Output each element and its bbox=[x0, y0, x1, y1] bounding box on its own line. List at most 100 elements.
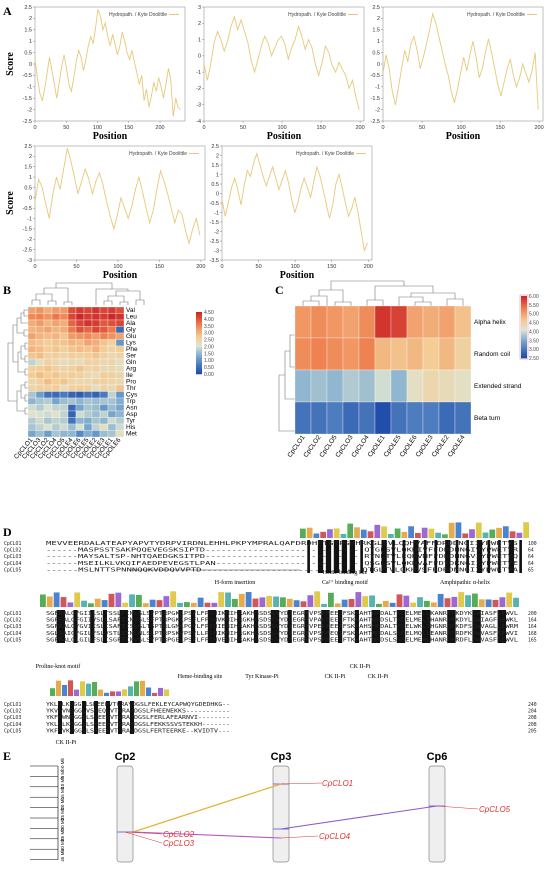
y-tick-label: 1 bbox=[198, 37, 201, 43]
heatmap-cell bbox=[27, 313, 37, 321]
legend-gradient-step bbox=[196, 340, 202, 344]
conserved-column bbox=[304, 610, 309, 643]
heatmap-cell bbox=[59, 391, 69, 399]
annotation-ck-4: CK II-Pi bbox=[56, 740, 77, 746]
logo-letter bbox=[245, 592, 252, 607]
y-tick-label: -1 bbox=[196, 70, 201, 76]
heatmap-cell bbox=[43, 404, 53, 412]
x-tick-label: 150 bbox=[495, 125, 504, 131]
heatmap-cell bbox=[51, 423, 61, 431]
hydropathy-series-line bbox=[203, 15, 360, 110]
sequence-row: SGFRALGFGIILSLTSSLFINLGLSFPTRPGKLPSFLFPI… bbox=[46, 611, 518, 617]
legend-gradient-step bbox=[196, 330, 202, 333]
heatmap-cell bbox=[35, 332, 45, 340]
logo-letter bbox=[286, 598, 293, 607]
sequence-name: CpCLO5 bbox=[4, 637, 21, 643]
chromosome-label-cp6: Cp6 bbox=[427, 751, 448, 763]
row-label: Ala bbox=[126, 320, 136, 327]
heatmap-cell bbox=[83, 410, 93, 418]
logo-letter bbox=[110, 691, 116, 696]
logo-letter bbox=[60, 597, 67, 607]
heatmap-cell bbox=[35, 384, 45, 392]
logo-letter bbox=[225, 592, 231, 607]
heatmap-cell bbox=[107, 378, 117, 386]
plot-frame bbox=[382, 6, 544, 122]
logo-letter bbox=[218, 592, 225, 607]
heatmap-cell bbox=[326, 369, 344, 403]
leader-clo1 bbox=[280, 782, 323, 785]
legend-gradient-step bbox=[196, 345, 202, 348]
y-tick-label: 1.5 bbox=[24, 165, 32, 171]
logo-letter bbox=[421, 527, 428, 538]
y-tick-label: 0.5 bbox=[24, 50, 32, 56]
conserved-column bbox=[434, 540, 438, 573]
logo-letter bbox=[499, 597, 506, 607]
heatmap-cell bbox=[51, 378, 61, 386]
logo-letter bbox=[74, 689, 80, 696]
conserved-column bbox=[130, 701, 134, 734]
y-tick-label: -3 bbox=[27, 258, 32, 264]
heatmap-cell bbox=[99, 378, 109, 386]
sequence-row: ------MSLNTTSPNNNQQKVDDQVVPTD-----------… bbox=[46, 567, 518, 573]
heatmap-cell bbox=[107, 384, 117, 392]
y-tick-label: -3 bbox=[214, 248, 219, 254]
heatmap-cell bbox=[342, 401, 360, 435]
heatmap-cell bbox=[438, 369, 456, 403]
row-label: Beta turn bbox=[474, 415, 501, 422]
conserved-column bbox=[487, 540, 491, 573]
logo-letter bbox=[259, 597, 266, 607]
heatmap-cell bbox=[75, 326, 85, 334]
conserved-column bbox=[149, 610, 154, 643]
conserved-column bbox=[317, 540, 324, 573]
heatmap-cell bbox=[67, 332, 77, 340]
y-tick-label: 0 bbox=[216, 191, 219, 197]
sequence-position: 208 bbox=[528, 715, 537, 721]
sequence-row: ------MSEILKLVKQIFAEDPEVEGSTLPAN--------… bbox=[46, 561, 518, 567]
hydropathy-plot-4: 2.521.510.50-0.5-1-1.5-2-2.5-30 50 100 150 2… bbox=[5, 144, 205, 281]
heatmap-cell bbox=[27, 319, 37, 327]
row-label: Gly bbox=[126, 327, 137, 334]
logo-letter bbox=[415, 532, 421, 538]
heatmap-cell bbox=[99, 397, 109, 405]
sequence-row: SGFRALGFGIIVSLLSAFIINVGLSFPTRPGKLPSFLFPI… bbox=[46, 618, 518, 624]
logo-letter bbox=[92, 682, 98, 696]
heatmap-cell bbox=[83, 397, 93, 405]
row-label: Alpha helix bbox=[474, 319, 507, 326]
heatmap-cell bbox=[115, 391, 125, 399]
heatmap-cell bbox=[43, 345, 53, 353]
heatmap-cell bbox=[51, 326, 61, 334]
legend-gradient-step bbox=[521, 341, 527, 344]
heatmap-cell bbox=[59, 332, 69, 340]
annotation-ck-1: CK II-Pi bbox=[325, 674, 346, 680]
logo-letter bbox=[280, 597, 286, 607]
y-tick-label: -2.5 bbox=[210, 239, 219, 245]
conserved-column bbox=[70, 701, 74, 734]
heatmap-cell bbox=[107, 306, 117, 314]
heatmap-cell bbox=[83, 319, 93, 327]
heatmap-cell bbox=[83, 404, 93, 412]
logo-letter bbox=[321, 603, 327, 607]
annotation-ca-motif: Ca²⁺ binding motif bbox=[322, 579, 368, 586]
heatmap-b-column-labels: CpCLO1CpCLO3CpCLO2CpCLO4CpCLO5CpOLE4CpOL… bbox=[13, 436, 123, 460]
heatmap-cell bbox=[59, 358, 69, 366]
conserved-column bbox=[118, 701, 122, 734]
heatmap-cell bbox=[43, 391, 53, 399]
heatmap-cell bbox=[342, 369, 360, 403]
panel-letter-a: A bbox=[3, 4, 12, 18]
sequence-name: CpCLO1 bbox=[4, 702, 21, 708]
heatmap-cell bbox=[107, 397, 117, 405]
heatmap-cell bbox=[43, 306, 53, 314]
logo-letter bbox=[408, 526, 414, 538]
heatmap-cell bbox=[27, 397, 37, 405]
logo-letter bbox=[122, 689, 128, 696]
ruler-label: 10 Mb bbox=[60, 776, 65, 789]
logo-letter bbox=[485, 599, 492, 607]
legend-gradient-step bbox=[196, 338, 202, 342]
logo-letter bbox=[424, 600, 430, 607]
sequence-row: YKVGVNDGGLVSREQLVTGRAYDGSLFHEENEKKS-----… bbox=[46, 709, 230, 715]
y-tick-label: -3 bbox=[196, 103, 201, 109]
hydropathy-series-line bbox=[382, 12, 539, 110]
heatmap-cell bbox=[75, 352, 85, 360]
y-tick-label: -0.5 bbox=[210, 201, 219, 207]
